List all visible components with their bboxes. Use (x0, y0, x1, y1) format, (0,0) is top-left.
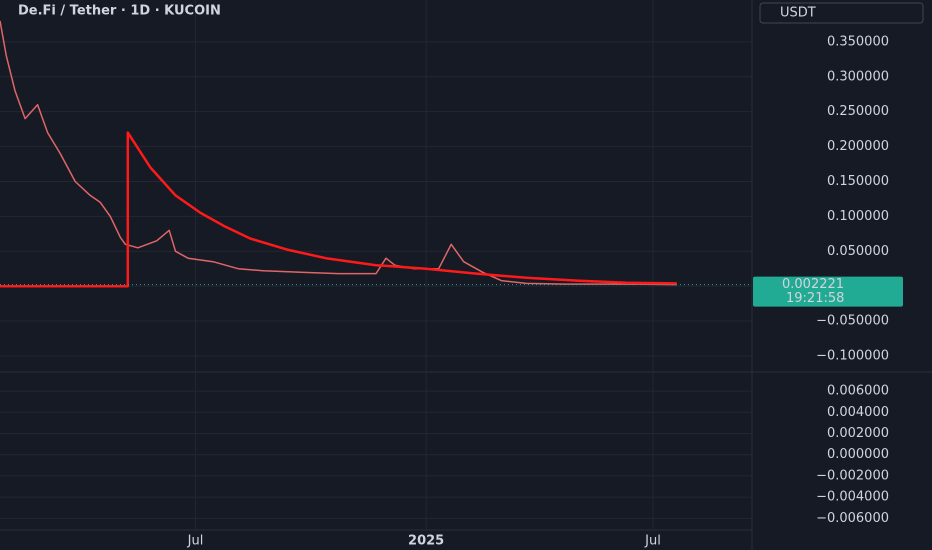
grid (0, 0, 752, 530)
y-tick-label: 0.200000 (827, 139, 889, 154)
y-tick-label: 0.000000 (827, 447, 889, 462)
axes: Jul 2025 Jul 0.350000 0.300000 0.250000 0.2000… (187, 34, 903, 549)
y-tick-label: 0.250000 (827, 104, 889, 119)
y-tick-label: −0.100000 (816, 348, 889, 363)
countdown: 19:21:58 (786, 291, 844, 306)
y-tick-label: 0.004000 (827, 405, 889, 420)
y-tick-label: −0.006000 (816, 511, 889, 526)
x-tick-label: Jul (644, 534, 661, 549)
price-line (0, 20, 677, 286)
y-tick-label: −0.050000 (816, 314, 889, 329)
y-tick-label: 0.006000 (827, 384, 889, 399)
y-tick-label: 0.050000 (827, 244, 889, 259)
x-tick-label: Jul (187, 534, 204, 549)
y-tick-label: 0.100000 (827, 209, 889, 224)
x-tick-label: 2025 (408, 534, 444, 549)
chart-title: De.Fi / Tether · 1D · KUCOIN (18, 4, 221, 19)
y-tick-label: 0.300000 (827, 69, 889, 84)
last-price-box (753, 276, 903, 307)
currency-box[interactable] (759, 2, 924, 24)
y-tick-label: 0.350000 (827, 34, 889, 49)
currency[interactable]: USDT (780, 6, 816, 21)
y-tick-label: −0.002000 (816, 468, 889, 483)
marks (0, 20, 752, 288)
last-price: 0.002221 (782, 277, 844, 292)
y-tick-label: 0.150000 (827, 174, 889, 189)
y-tick-label: −0.004000 (816, 490, 889, 505)
price-line (0, 131, 677, 288)
y-tick-label: 0.002000 (827, 426, 889, 441)
